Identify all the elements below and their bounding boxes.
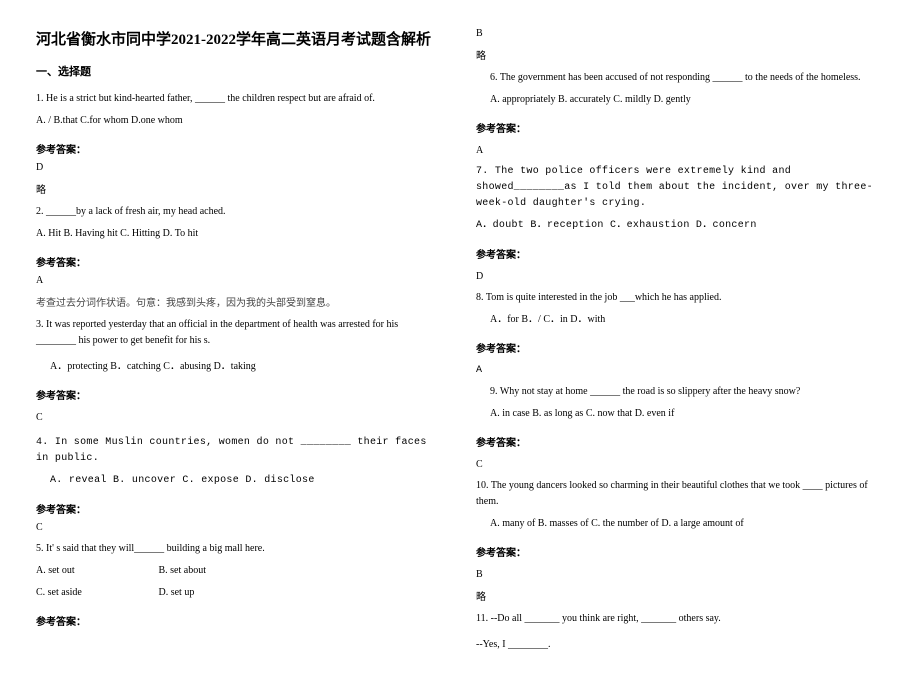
question-1-options: A. / B.that C.for whom D.one whom: [36, 113, 436, 129]
question-5-answer: B: [476, 28, 876, 39]
answer-label: 参考答案：: [476, 434, 876, 449]
question-7-text: 7. The two police officers were extremel…: [476, 164, 876, 212]
answer-label: 参考答案：: [476, 544, 876, 559]
question-2-answer: A: [36, 275, 436, 286]
question-4-answer: C: [36, 522, 436, 533]
question-8-options: A．for B．/ C．in D．with: [476, 312, 876, 328]
q5-opt-a: A. set out: [36, 563, 156, 579]
question-11-text-1: 11. --Do all _______ you think are right…: [476, 611, 876, 627]
answer-label: 参考答案：: [36, 501, 436, 516]
question-2-options: A. Hit B. Having hit C. Hitting D. To hi…: [36, 226, 436, 242]
question-8-answer: A: [476, 365, 876, 376]
question-9-text: 9. Why not stay at home ______ the road …: [476, 384, 876, 400]
section-heading: 一、选择题: [36, 63, 436, 79]
skip-text: 略: [476, 47, 876, 62]
question-1-text: 1. He is a strict but kind-hearted fathe…: [36, 91, 436, 107]
question-6-answer: A: [476, 145, 876, 156]
question-7-options: A．doubt B．reception C．exhaustion D．conce…: [476, 218, 876, 234]
answer-label: 参考答案：: [476, 120, 876, 135]
question-3-options: A．protecting B．catching C．abusing D．taki…: [36, 359, 436, 375]
question-5-options-row1: A. set out B. set about: [36, 563, 436, 579]
question-10-options: A. many of B. masses of C. the number of…: [476, 516, 876, 532]
question-2-text: 2. ______by a lack of fresh air, my head…: [36, 204, 436, 220]
question-9-options: A. in case B. as long as C. now that D. …: [476, 406, 876, 422]
question-7-answer: D: [476, 271, 876, 282]
question-3-text: 3. It was reported yesterday that an off…: [36, 317, 436, 349]
left-column: 河北省衡水市同中学2021-2022学年高二英语月考试题含解析 一、选择题 1.…: [36, 28, 436, 659]
answer-label: 参考答案：: [36, 387, 436, 402]
question-8-text: 8. Tom is quite interested in the job __…: [476, 290, 876, 306]
answer-label: 参考答案：: [476, 340, 876, 355]
question-5-options-row2: C. set aside D. set up: [36, 585, 436, 601]
q5-opt-b: B. set about: [159, 565, 207, 576]
question-5-text: 5. It' s said that they will______ build…: [36, 541, 436, 557]
question-4-options: A. reveal B. uncover C. expose D. disclo…: [36, 473, 436, 489]
question-6-text: 6. The government has been accused of no…: [476, 70, 876, 86]
answer-label: 参考答案：: [476, 246, 876, 261]
question-10-answer: B: [476, 569, 876, 580]
q5-opt-c: C. set aside: [36, 585, 156, 601]
skip-text: 略: [476, 588, 876, 603]
question-9-answer: C: [476, 459, 876, 470]
question-6-options: A. appropriately B. accurately C. mildly…: [476, 92, 876, 108]
answer-label: 参考答案：: [36, 254, 436, 269]
answer-label: 参考答案：: [36, 613, 436, 628]
right-column: B 略 6. The government has been accused o…: [476, 28, 876, 659]
question-3-answer: C: [36, 412, 436, 423]
document-page: 河北省衡水市同中学2021-2022学年高二英语月考试题含解析 一、选择题 1.…: [0, 0, 920, 679]
question-2-explanation: 考查过去分词作状语。句意：我感到头疼，因为我的头部受到窒息。: [36, 294, 436, 309]
answer-label: 参考答案：: [36, 141, 436, 156]
skip-text: 略: [36, 181, 436, 196]
q5-opt-d: D. set up: [159, 587, 195, 598]
question-10-text: 10. The young dancers looked so charming…: [476, 478, 876, 510]
document-title: 河北省衡水市同中学2021-2022学年高二英语月考试题含解析: [36, 28, 436, 49]
question-4-text: 4. In some Muslin countries, women do no…: [36, 435, 436, 467]
question-1-answer: D: [36, 162, 436, 173]
